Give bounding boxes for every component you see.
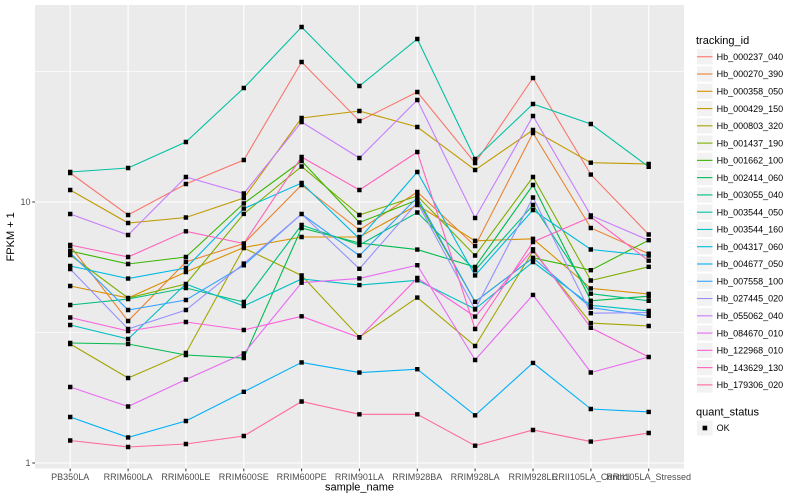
svg-text:Hb_003544_050: Hb_003544_050 [717, 207, 784, 217]
svg-text:Hb_000358_050: Hb_000358_050 [717, 86, 784, 96]
svg-text:Hb_002414_060: Hb_002414_060 [717, 173, 784, 183]
svg-text:RRIM928BA: RRIM928BA [392, 472, 442, 482]
svg-text:OK: OK [717, 423, 730, 433]
svg-text:FPKM + 1: FPKM + 1 [5, 212, 17, 261]
svg-text:10: 10 [20, 197, 30, 207]
svg-text:Hb_000429_150: Hb_000429_150 [717, 104, 784, 114]
svg-text:Hb_122968_010: Hb_122968_010 [717, 346, 784, 356]
svg-text:Hb_001662_100: Hb_001662_100 [717, 156, 784, 166]
svg-text:Hb_004317_060: Hb_004317_060 [717, 242, 784, 252]
svg-text:RRIM600PE: RRIM600PE [277, 472, 327, 482]
svg-text:Hb_007558_100: Hb_007558_100 [717, 276, 784, 286]
svg-text:RRIM600LA: RRIM600LA [104, 472, 153, 482]
svg-text:sample_name: sample_name [325, 482, 394, 494]
svg-text:PB350LA: PB350LA [51, 472, 89, 482]
svg-text:Hb_004677_050: Hb_004677_050 [717, 259, 784, 269]
svg-text:RRIM928LA: RRIM928LA [451, 472, 500, 482]
svg-text:RRII105LA_Stressed: RRII105LA_Stressed [606, 472, 691, 482]
svg-text:Hb_055062_040: Hb_055062_040 [717, 311, 784, 321]
svg-text:Hb_000270_390: Hb_000270_390 [717, 69, 784, 79]
svg-text:Hb_027445_020: Hb_027445_020 [717, 294, 784, 304]
svg-text:Hb_084670_010: Hb_084670_010 [717, 328, 784, 338]
svg-text:Hb_001437_190: Hb_001437_190 [717, 138, 784, 148]
svg-text:RRIM901LA: RRIM901LA [335, 472, 384, 482]
svg-text:RRII105LA_Control: RRII105LA_Control [552, 472, 630, 482]
svg-text:RRIM600LE: RRIM600LE [161, 472, 210, 482]
svg-text:RRIM928LE: RRIM928LE [508, 472, 557, 482]
svg-text:Hb_003055_040: Hb_003055_040 [717, 190, 784, 200]
svg-text:Hb_143629_130: Hb_143629_130 [717, 363, 784, 373]
svg-text:RRIM600SE: RRIM600SE [219, 472, 269, 482]
svg-text:Hb_003544_160: Hb_003544_160 [717, 225, 784, 235]
svg-text:Hb_179306_020: Hb_179306_020 [717, 380, 784, 390]
svg-text:quant_status: quant_status [696, 407, 759, 419]
svg-text:1: 1 [25, 458, 30, 468]
svg-text:Hb_000803_320: Hb_000803_320 [717, 121, 784, 131]
svg-text:Hb_000237_040: Hb_000237_040 [717, 52, 784, 62]
svg-text:tracking_id: tracking_id [696, 35, 749, 47]
